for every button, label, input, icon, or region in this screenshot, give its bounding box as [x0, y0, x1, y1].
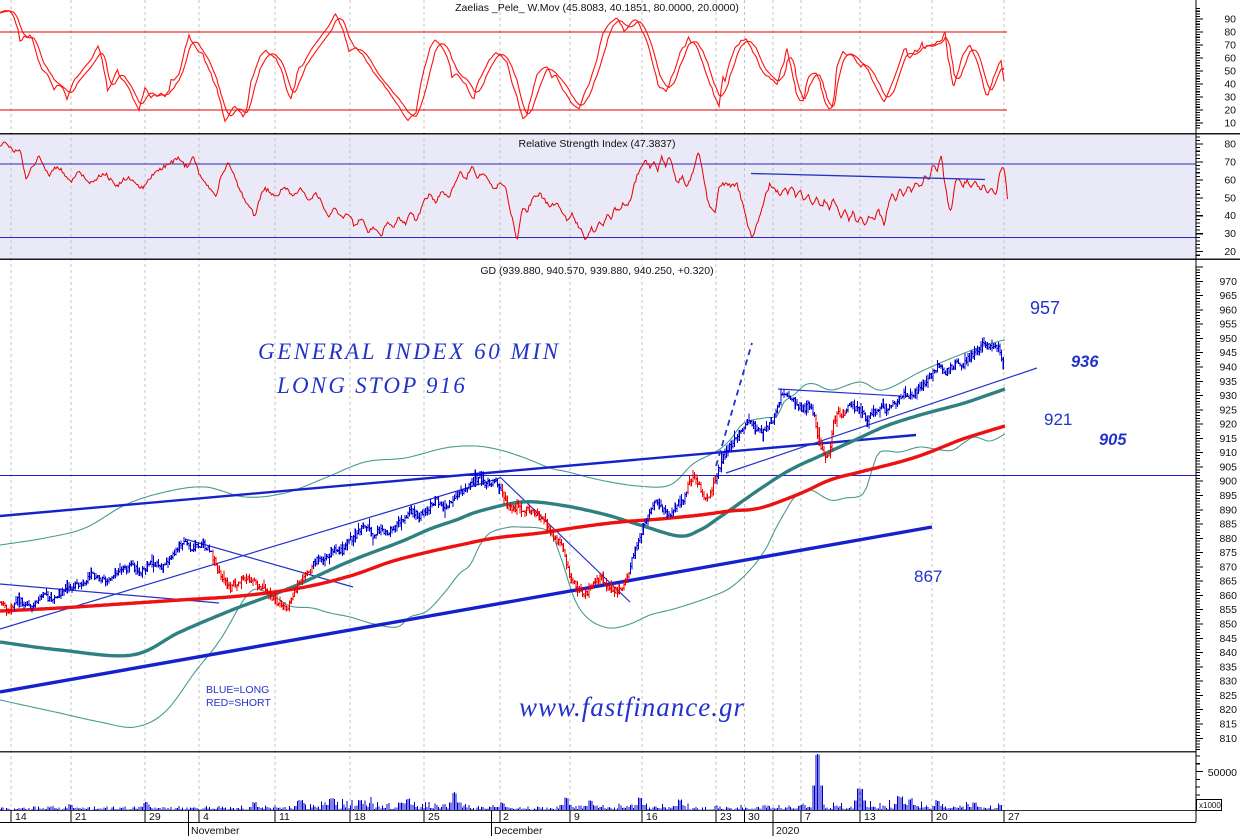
svg-text:860: 860 [1219, 590, 1237, 602]
svg-text:80: 80 [1224, 139, 1236, 151]
svg-text:880: 880 [1219, 533, 1237, 545]
svg-text:27: 27 [1008, 811, 1020, 823]
svg-text:820: 820 [1219, 704, 1237, 716]
svg-text:50000: 50000 [1208, 767, 1237, 779]
svg-text:70: 70 [1224, 40, 1236, 52]
svg-text:80: 80 [1224, 27, 1236, 39]
svg-text:940: 940 [1219, 362, 1237, 374]
svg-text:40: 40 [1224, 78, 1236, 90]
svg-text:925: 925 [1219, 404, 1237, 416]
svg-text:21: 21 [75, 811, 87, 823]
svg-text:2020: 2020 [776, 825, 800, 837]
svg-text:815: 815 [1219, 719, 1237, 731]
svg-text:50: 50 [1224, 192, 1236, 204]
svg-text:895: 895 [1219, 490, 1237, 502]
svg-text:930: 930 [1219, 390, 1237, 402]
svg-text:840: 840 [1219, 647, 1237, 659]
svg-text:945: 945 [1219, 347, 1237, 359]
svg-text:www.fastfinance.gr: www.fastfinance.gr [519, 692, 745, 722]
svg-text:825: 825 [1219, 690, 1237, 702]
svg-text:850: 850 [1219, 619, 1237, 631]
svg-text:LONG STOP 916: LONG STOP 916 [276, 373, 467, 398]
svg-text:955: 955 [1219, 319, 1237, 331]
svg-text:835: 835 [1219, 661, 1237, 673]
svg-text:60: 60 [1224, 52, 1236, 64]
svg-text:910: 910 [1219, 447, 1237, 459]
svg-text:900: 900 [1219, 476, 1237, 488]
svg-text:Zaelias _Pele_ W.Mov (45.8083,: Zaelias _Pele_ W.Mov (45.8083, 40.1851, … [455, 2, 739, 14]
svg-text:921: 921 [1044, 410, 1072, 429]
svg-text:25: 25 [428, 811, 440, 823]
svg-text:905: 905 [1219, 461, 1237, 473]
svg-text:870: 870 [1219, 561, 1237, 573]
svg-text:885: 885 [1219, 519, 1237, 531]
svg-text:915: 915 [1219, 433, 1237, 445]
svg-text:845: 845 [1219, 633, 1237, 645]
svg-text:810: 810 [1219, 733, 1237, 745]
svg-text:9: 9 [574, 811, 580, 823]
svg-text:60: 60 [1224, 174, 1236, 186]
svg-text:70: 70 [1224, 156, 1236, 168]
svg-text:GENERAL INDEX 60 MIN: GENERAL INDEX 60 MIN [258, 339, 561, 364]
svg-text:16: 16 [646, 811, 658, 823]
svg-text:957: 957 [1030, 298, 1060, 318]
svg-text:10: 10 [1224, 117, 1236, 129]
svg-text:18: 18 [354, 811, 366, 823]
svg-text:23: 23 [720, 811, 732, 823]
svg-text:867: 867 [914, 567, 942, 586]
svg-text:Relative Strength Index (47.38: Relative Strength Index (47.3837) [518, 138, 675, 150]
svg-text:936: 936 [1071, 353, 1099, 371]
svg-text:20: 20 [936, 811, 948, 823]
svg-text:830: 830 [1219, 676, 1237, 688]
svg-text:4: 4 [203, 811, 209, 823]
svg-text:40: 40 [1224, 210, 1236, 222]
svg-text:965: 965 [1219, 290, 1237, 302]
svg-text:865: 865 [1219, 576, 1237, 588]
svg-text:14: 14 [15, 811, 27, 823]
svg-text:855: 855 [1219, 604, 1237, 616]
svg-text:875: 875 [1219, 547, 1237, 559]
svg-text:GD (939.880, 940.570, 939.880,: GD (939.880, 940.570, 939.880, 940.250, … [480, 265, 713, 277]
svg-text:December: December [494, 825, 543, 837]
svg-text:30: 30 [1224, 91, 1236, 103]
svg-text:905: 905 [1099, 431, 1127, 449]
svg-text:2: 2 [503, 811, 509, 823]
svg-text:29: 29 [149, 811, 161, 823]
svg-text:50: 50 [1224, 65, 1236, 77]
svg-text:950: 950 [1219, 333, 1237, 345]
svg-text:30: 30 [748, 811, 760, 823]
svg-text:November: November [191, 825, 240, 837]
svg-text:890: 890 [1219, 504, 1237, 516]
svg-text:90: 90 [1224, 14, 1236, 26]
svg-text:11: 11 [279, 811, 290, 823]
svg-text:RED=SHORT: RED=SHORT [206, 697, 271, 709]
svg-text:20: 20 [1224, 104, 1236, 116]
svg-text:30: 30 [1224, 228, 1236, 240]
svg-text:960: 960 [1219, 304, 1237, 316]
svg-text:935: 935 [1219, 376, 1237, 388]
svg-text:970: 970 [1219, 276, 1237, 288]
svg-text:20: 20 [1224, 246, 1236, 258]
svg-text:13: 13 [864, 811, 876, 823]
svg-text:920: 920 [1219, 419, 1237, 431]
svg-text:x1000: x1000 [1199, 801, 1221, 810]
svg-text:BLUE=LONG: BLUE=LONG [206, 684, 269, 696]
svg-text:7: 7 [805, 811, 811, 823]
